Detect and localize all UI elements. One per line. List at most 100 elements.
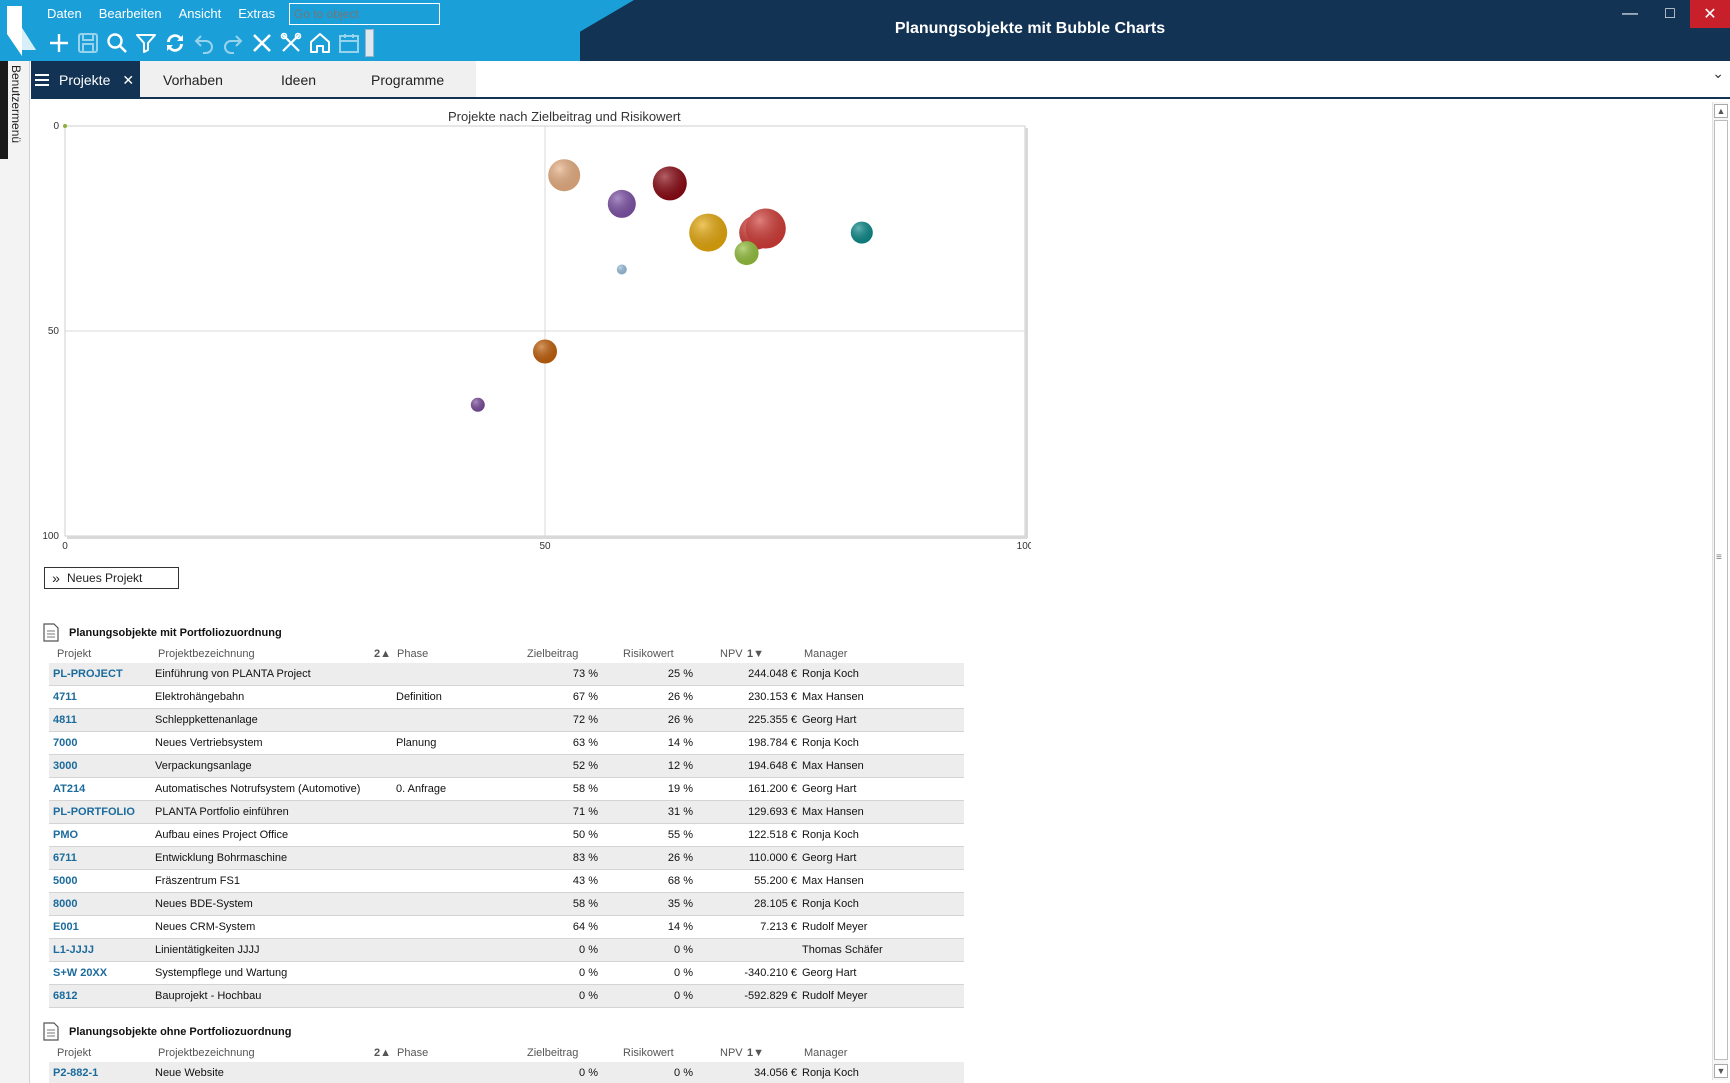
cell-risikowert: 0 % [674,944,693,956]
close-button[interactable]: ✕ [1690,0,1730,28]
table-row[interactable]: 4811 Schleppkettenanlage 72 % 26 % 225.355 €… [49,709,964,732]
cell-risikowert: 0 % [674,967,693,979]
minimize-button[interactable]: — [1610,0,1650,28]
col-risikowert[interactable]: Risikowert [623,648,674,660]
cell-projekt[interactable]: AT214 [53,783,86,795]
new-project-button[interactable]: » Neues Projekt [44,567,179,589]
filter-button[interactable] [131,29,160,57]
bubble[interactable] [63,124,67,128]
table-row[interactable]: 4711 Elektrohängebahn Definition 67 % 26 % 23… [49,686,964,709]
tab-ideen[interactable]: Ideen [281,72,317,88]
save-button[interactable] [73,29,102,57]
cell-projekt[interactable]: E001 [53,921,79,933]
y-tick-label: 50 [48,326,60,337]
col-npv[interactable]: NPV [720,648,743,660]
scroll-down-icon[interactable]: ▼ [1714,1064,1728,1078]
cell-projekt[interactable]: PL-PROJECT [53,668,123,680]
cell-projektbezeichnung: Verpackungsanlage [155,760,252,772]
cell-zielbeitrag: 73 % [572,668,598,680]
calendar-button[interactable] [334,29,363,57]
maximize-button[interactable]: □ [1650,0,1690,28]
tab-vorhaben[interactable]: Vorhaben [163,72,223,88]
double-chevron-right-icon: » [52,570,60,586]
sort-indicator-npv: 1▼ [747,1047,764,1059]
table-row[interactable]: 7000 Neues Vertriebsystem Planung 63 % 14 % 1… [49,732,964,755]
tools-button[interactable] [276,29,305,57]
undo-button[interactable] [189,29,218,57]
menu-daten[interactable]: Daten [47,6,82,21]
cell-npv: 230.153 € [748,691,797,703]
cell-zielbeitrag: 0 % [579,1067,598,1079]
col-phase[interactable]: Phase [397,1047,429,1059]
cell-projekt[interactable]: 8000 [53,898,78,910]
search-button[interactable] [102,29,131,57]
col-projektbezeichnung[interactable]: Projektbezeichnung [158,648,255,660]
add-button[interactable] [44,29,73,57]
minimize-icon: — [1622,5,1638,22]
cell-risikowert: 25 % [667,668,693,680]
col-npv[interactable]: NPV [720,1047,743,1059]
col-zielbeitrag[interactable]: Zielbeitrag [527,648,579,660]
tab-programme[interactable]: Programme [371,72,445,88]
table-row[interactable]: 6711 Entwicklung Bohrmaschine 83 % 26 % 110.… [49,847,964,870]
scroll-thumb[interactable] [1714,120,1728,1060]
table-row[interactable]: P2-882-1 Neue Website 0 % 0 % 34.056 € Ronja … [49,1062,964,1083]
col-phase[interactable]: Phase [397,648,429,660]
cell-projekt[interactable]: PMO [53,829,79,841]
toolbar-overflow-handle[interactable] [365,29,374,57]
cell-projekt[interactable]: 7000 [53,737,78,749]
delete-button[interactable] [247,29,276,57]
cell-risikowert: 26 % [667,852,693,864]
table-row[interactable]: S+W 20XX Systempflege und Wartung 0 % 0 % -3… [49,962,964,985]
tab-projekte[interactable]: Projekte ✕ [31,61,140,99]
col-projekt[interactable]: Projekt [57,648,92,660]
table-row[interactable]: 8000 Neues BDE-System 58 % 35 % 28.105 € Ronj… [49,893,964,916]
cell-npv: 55.200 € [754,875,797,887]
redo-button[interactable] [218,29,247,57]
cell-projekt[interactable]: 4711 [53,691,77,703]
cell-projekt[interactable]: L1-JJJJ [53,944,94,956]
table-row[interactable]: 3000 Verpackungsanlage 52 % 12 % 194.648 € Ma… [49,755,964,778]
table-row[interactable]: PMO Aufbau eines Project Office 50 % 55 % 12… [49,824,964,847]
menu-extras[interactable]: Extras [238,6,276,21]
home-button[interactable] [305,29,334,57]
title-bar: Daten Bearbeiten Ansicht Extras ? [0,0,1730,61]
table-row[interactable]: PL-PROJECT Einführung von PLANTA Project 7… [49,663,964,686]
bubble-shading [652,166,687,201]
col-zielbeitrag[interactable]: Zielbeitrag [527,1047,579,1059]
sort-desc-icon: ▼ [753,648,765,660]
cell-projekt[interactable]: 6812 [53,990,78,1002]
hamburger-icon[interactable] [35,74,49,86]
calendar-icon [338,34,359,53]
cell-projekt[interactable]: 6711 [53,852,77,864]
chart-title: Projekte nach Zielbeitrag und Risikowert [448,109,681,124]
close-tab-icon[interactable]: ✕ [122,71,135,88]
cell-projekt[interactable]: 4811 [53,714,77,726]
scroll-up-icon[interactable]: ▲ [1714,104,1728,118]
menu-ansicht[interactable]: Ansicht [178,6,222,21]
cell-projekt[interactable]: 3000 [53,760,78,772]
table-row[interactable]: 6812 Bauprojekt - Hochbau 0 % 0 % -592.829 €… [49,985,964,1008]
cell-projekt[interactable]: P2-882-1 [53,1067,99,1079]
vertical-scrollbar[interactable]: ▲ ≡ ▼ [1712,102,1728,1080]
cell-projekt[interactable]: S+W 20XX [53,967,108,979]
table-row[interactable]: AT214 Automatisches Notrufsystem (Automot… [49,778,964,801]
table-row[interactable]: E001 Neues CRM-System 64 % 14 % 7.213 € Rudol… [49,916,964,939]
user-menu-label[interactable]: Benutzermenü [9,65,23,144]
col-projekt[interactable]: Projekt [57,1047,92,1059]
goto-object-input[interactable] [289,3,440,25]
col-risikowert[interactable]: Risikowert [623,1047,674,1059]
table-row[interactable]: 5000 Fräszentrum FS1 43 % 68 % 55.200 € Max H… [49,870,964,893]
menu-bearbeiten[interactable]: Bearbeiten [98,6,162,21]
col-manager[interactable]: Manager [804,1047,848,1059]
col-projektbezeichnung[interactable]: Projektbezeichnung [158,1047,255,1059]
chevron-down-icon[interactable]: ⌄ [1712,65,1724,81]
col-manager[interactable]: Manager [804,648,848,660]
refresh-button[interactable] [160,29,189,57]
cell-projektbezeichnung: Schleppkettenanlage [155,714,258,726]
cell-projekt[interactable]: PL-PORTFOLIO [53,806,135,818]
cell-projekt[interactable]: 5000 [53,875,78,887]
table-row[interactable]: PL-PORTFOLIO PLANTA Portfolio einführen 71… [49,801,964,824]
table-row[interactable]: L1-JJJJ Linientätigkeiten JJJJ 0 % 0 % Thoma… [49,939,964,962]
cell-projektbezeichnung: Elektrohängebahn [155,691,245,703]
